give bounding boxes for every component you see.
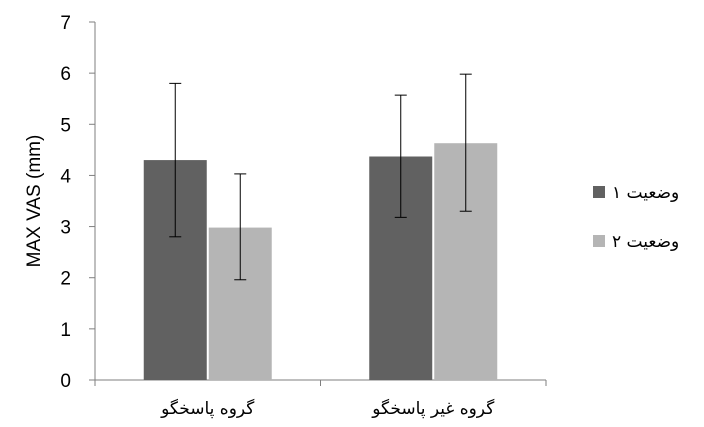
y-axis-label: MAX VAS (mm) xyxy=(24,135,45,268)
y-tick-label: 2 xyxy=(60,269,71,290)
legend-label: وضعیت ۱ xyxy=(612,183,679,203)
x-category-label: گروه غیر پاسخگو xyxy=(371,398,495,419)
x-category-label: گروه پاسخگو xyxy=(160,398,255,419)
y-tick-label: 7 xyxy=(60,13,71,34)
error-bars xyxy=(169,73,472,281)
legend-label: وضعیت ۲ xyxy=(612,232,679,252)
x-ticks xyxy=(94,380,547,386)
y-tick-label: 3 xyxy=(60,218,71,239)
y-tick-label: 5 xyxy=(60,115,71,136)
bars xyxy=(143,143,498,380)
legend-swatch xyxy=(593,186,605,198)
legend: وضعیت ۱ وضعیت ۲ xyxy=(593,183,679,252)
y-tick-label: 1 xyxy=(60,320,71,341)
y-tick-label: 4 xyxy=(60,166,71,187)
y-tick-label: 6 xyxy=(60,64,71,85)
category-labels: گروه پاسخگو گروه غیر پاسخگو xyxy=(160,398,495,419)
legend-swatch xyxy=(593,235,605,247)
y-tick-label: 0 xyxy=(60,371,71,392)
y-ticks: 0 1 2 3 4 5 6 7 xyxy=(60,13,95,392)
